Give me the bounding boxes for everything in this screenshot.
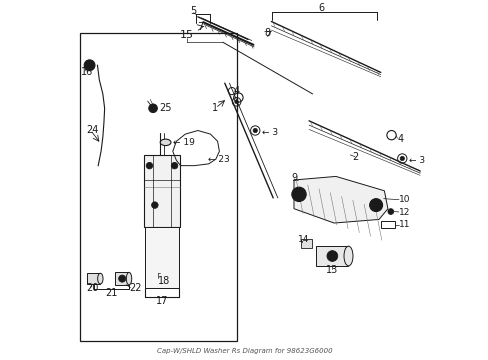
Circle shape [399,156,404,161]
Bar [86,273,100,284]
Circle shape [387,209,393,215]
Circle shape [373,203,378,208]
Text: 24: 24 [86,125,98,135]
Text: ← 19: ← 19 [173,138,195,147]
Text: 25: 25 [159,103,171,113]
Text: ← 3: ← 3 [261,128,277,137]
Text: 11: 11 [399,220,410,229]
Circle shape [87,63,92,67]
Ellipse shape [98,273,103,284]
Text: 16: 16 [81,67,93,77]
Text: 12: 12 [399,208,410,217]
Bar [144,155,180,226]
Circle shape [119,275,125,282]
Text: 8: 8 [264,28,270,38]
Text: 5: 5 [190,6,196,16]
Ellipse shape [160,139,171,145]
Text: 15: 15 [180,30,194,40]
Bar [115,272,129,285]
Text: 18: 18 [158,276,170,286]
Circle shape [326,251,337,261]
Text: 17: 17 [156,296,168,306]
Text: 2: 2 [351,152,358,162]
Text: 14: 14 [297,235,308,244]
Text: ← 23: ← 23 [207,155,229,164]
Ellipse shape [126,273,131,285]
Text: Cap-W/SHLD Washer Rs Diagram for 98623G6000: Cap-W/SHLD Washer Rs Diagram for 98623G6… [156,348,332,354]
Ellipse shape [344,246,352,266]
Polygon shape [293,176,387,223]
Text: 13: 13 [325,265,338,275]
Text: 1: 1 [211,103,217,113]
Circle shape [171,162,178,169]
Text: 7: 7 [197,22,203,32]
Circle shape [253,129,257,133]
Text: 22: 22 [129,283,141,293]
Circle shape [148,104,157,113]
Text: ← 3: ← 3 [408,156,424,165]
Text: 4: 4 [397,134,403,144]
Text: 6: 6 [318,3,324,13]
Bar [300,239,311,248]
Text: 10: 10 [399,195,410,204]
Text: 4: 4 [233,86,240,96]
Text: 9: 9 [290,173,297,183]
Circle shape [369,199,382,212]
Circle shape [84,60,95,71]
Bar [80,33,237,341]
Circle shape [146,162,152,169]
Bar [316,246,348,266]
Circle shape [151,202,158,208]
Circle shape [234,100,238,104]
Circle shape [291,187,305,202]
Text: 21: 21 [105,288,117,298]
Circle shape [296,192,301,197]
Bar [144,226,179,288]
Text: 20: 20 [86,283,98,293]
